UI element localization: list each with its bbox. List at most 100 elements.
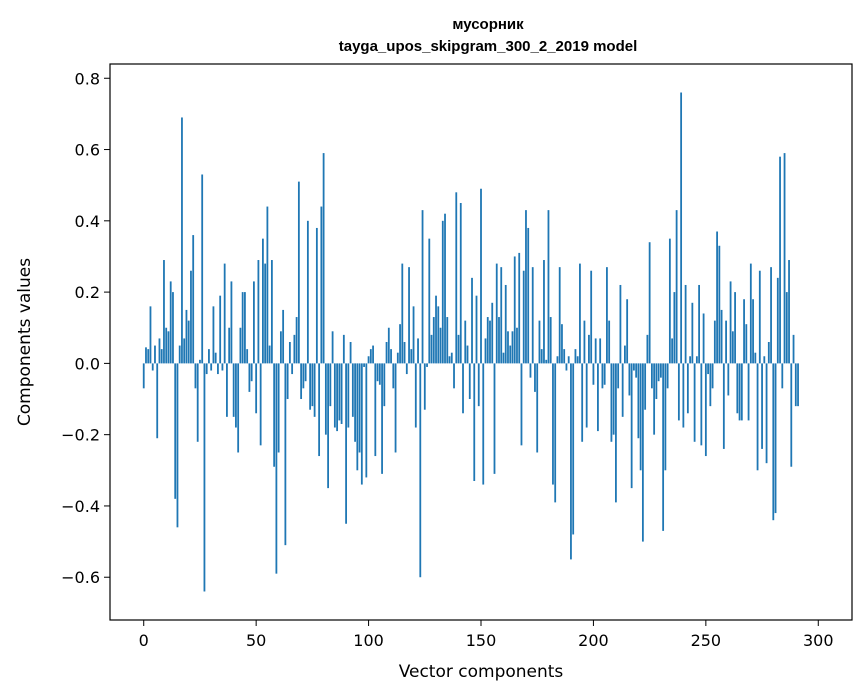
bar-50 — [255, 363, 258, 414]
bar-61 — [279, 331, 282, 364]
bar-220 — [637, 363, 640, 439]
bar-5 — [154, 345, 156, 364]
bar-223 — [644, 363, 647, 410]
bar-197 — [585, 363, 588, 428]
bar-22 — [192, 235, 195, 364]
bar-10 — [165, 327, 168, 364]
bar-134 — [444, 213, 446, 364]
bar-76 — [313, 363, 316, 417]
bar-213 — [621, 363, 624, 417]
plot-frame — [109, 63, 853, 621]
bar-211 — [617, 363, 620, 389]
bar-60 — [277, 363, 280, 453]
bar-164 — [511, 331, 514, 364]
bar-168 — [520, 363, 523, 446]
bar-117 — [405, 363, 408, 375]
bar-29 — [208, 349, 210, 364]
bar-74 — [309, 363, 312, 410]
y-tick-label: 0.2 — [75, 283, 100, 302]
bar-212 — [619, 284, 622, 364]
bar-19 — [185, 309, 188, 364]
bar-245 — [693, 363, 696, 442]
bar-232 — [664, 363, 667, 471]
bar-43 — [239, 327, 242, 364]
bar-235 — [671, 338, 674, 364]
bar-132 — [439, 327, 442, 364]
bar-128 — [430, 334, 433, 364]
bar-34 — [219, 295, 222, 364]
bar-8 — [160, 349, 163, 364]
bar-24 — [196, 363, 199, 442]
bar-7 — [158, 338, 161, 364]
bar-199 — [590, 270, 593, 364]
bar-57 — [270, 260, 273, 364]
bar-246 — [695, 356, 698, 364]
bar-253 — [711, 363, 714, 389]
bar-177 — [540, 349, 543, 364]
bar-143 — [464, 320, 467, 364]
bar-127 — [428, 238, 431, 364]
bar-263 — [734, 292, 736, 364]
bar-169 — [522, 270, 525, 364]
y-axis-ticks: −0.6 −0.4 −0.2 0.0 0.2 0.4 0.6 0.8 — [61, 69, 110, 587]
bar-166 — [516, 327, 518, 364]
x-tick-label: 100 — [353, 631, 384, 650]
bar-146 — [471, 277, 473, 364]
bar-192 — [574, 349, 577, 364]
bar-55 — [266, 206, 269, 364]
bar-129 — [432, 317, 435, 364]
y-tick-label: −0.6 — [61, 568, 100, 587]
bar-181 — [549, 317, 552, 364]
bar-290 — [794, 363, 797, 407]
bar-265 — [738, 363, 741, 421]
bar-32 — [214, 352, 217, 364]
bar-80 — [322, 153, 325, 364]
bar-59 — [275, 363, 278, 574]
bar-44 — [241, 292, 244, 364]
bar-72 — [304, 363, 307, 382]
bar-189 — [567, 356, 570, 364]
bar-26 — [201, 174, 204, 364]
bar-198 — [588, 334, 590, 364]
bar-237 — [675, 210, 678, 364]
bar-79 — [320, 206, 323, 364]
bar-97 — [360, 363, 363, 485]
bar-68 — [295, 317, 298, 364]
bar-268 — [745, 324, 748, 364]
bar-113 — [396, 352, 399, 364]
bar-272 — [754, 352, 757, 364]
x-axis-label: Vector components — [399, 662, 564, 682]
bar-86 — [336, 363, 338, 432]
bar-261 — [729, 281, 732, 364]
bar-188 — [565, 363, 568, 371]
bar-171 — [527, 227, 530, 364]
bar-39 — [230, 281, 233, 364]
bar-180 — [547, 210, 550, 364]
bar-274 — [758, 270, 761, 364]
bar-222 — [641, 363, 644, 542]
bar-56 — [268, 345, 271, 364]
bar-231 — [662, 363, 665, 531]
bar-6 — [156, 363, 159, 439]
x-tick-label: 200 — [578, 631, 609, 650]
bar-155 — [491, 302, 494, 364]
bar-75 — [311, 363, 314, 407]
bar-110 — [390, 349, 392, 364]
bar-88 — [340, 363, 343, 424]
bar-207 — [608, 320, 611, 364]
bar-162 — [507, 331, 509, 364]
bar-18 — [183, 338, 186, 364]
bar-277 — [765, 363, 768, 464]
bar-37 — [226, 363, 228, 417]
bar-139 — [455, 192, 458, 364]
bar-178 — [543, 260, 545, 364]
bar-185 — [558, 267, 561, 364]
bar-140 — [457, 334, 460, 364]
x-tick-label: 50 — [246, 631, 266, 650]
bar-251 — [707, 363, 709, 375]
bar-84 — [331, 331, 334, 364]
bar-195 — [581, 363, 584, 442]
bar-218 — [633, 363, 635, 371]
bar-106 — [381, 363, 383, 474]
bar-154 — [489, 320, 491, 364]
